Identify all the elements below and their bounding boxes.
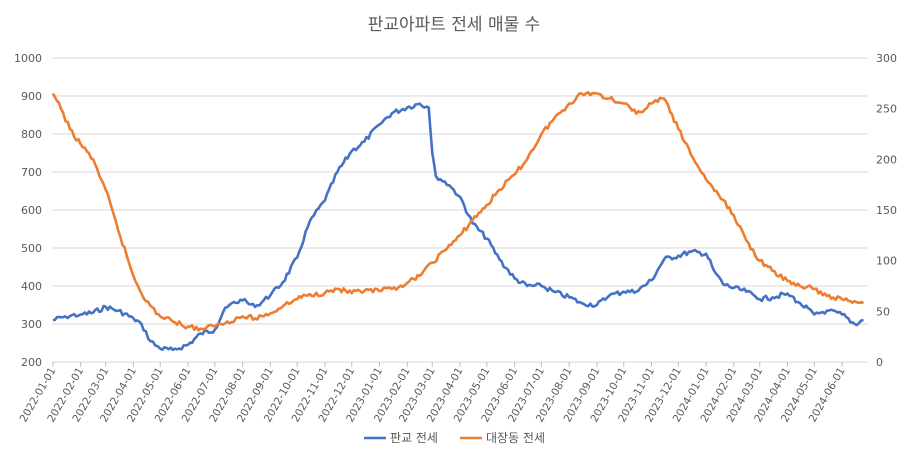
legend-label: 대장동 전세	[486, 431, 545, 445]
chart-title: 판교아파트 전세 매물 수	[368, 15, 541, 35]
y-right-tick-label: 200	[876, 153, 897, 166]
y-right-tick-label: 0	[876, 356, 883, 369]
gridlines	[52, 57, 868, 363]
y-right-tick-label: 100	[876, 255, 897, 268]
x-axis: 2022-01-012022-02-012022-03-012022-04-01…	[18, 362, 848, 424]
series-line-1	[52, 102, 864, 352]
y-axis-left: 200 300 400 500 600 700 800 900 1000	[14, 52, 42, 369]
legend: 판교 전세 대장동 전세	[364, 431, 545, 445]
y-left-tick-label: 900	[21, 90, 42, 103]
y-left-tick-label: 700	[21, 166, 42, 179]
y-left-tick-label: 1000	[14, 52, 42, 65]
y-left-tick-label: 300	[21, 318, 42, 331]
y-left-tick-label: 500	[21, 242, 42, 255]
y-right-tick-label: 250	[876, 103, 897, 116]
y-left-tick-label: 200	[21, 356, 42, 369]
legend-label: 판교 전세	[390, 431, 438, 445]
series-line-2	[51, 91, 865, 332]
y-left-tick-label: 400	[21, 280, 42, 293]
y-axis-right: 0 50 100 150 200 250 300	[876, 52, 897, 369]
series-lines	[51, 91, 865, 352]
y-right-tick-label: 150	[876, 204, 897, 217]
y-right-tick-label: 50	[876, 305, 890, 318]
y-left-tick-label: 800	[21, 128, 42, 141]
y-right-tick-label: 300	[876, 52, 897, 65]
y-left-tick-label: 600	[21, 204, 42, 217]
